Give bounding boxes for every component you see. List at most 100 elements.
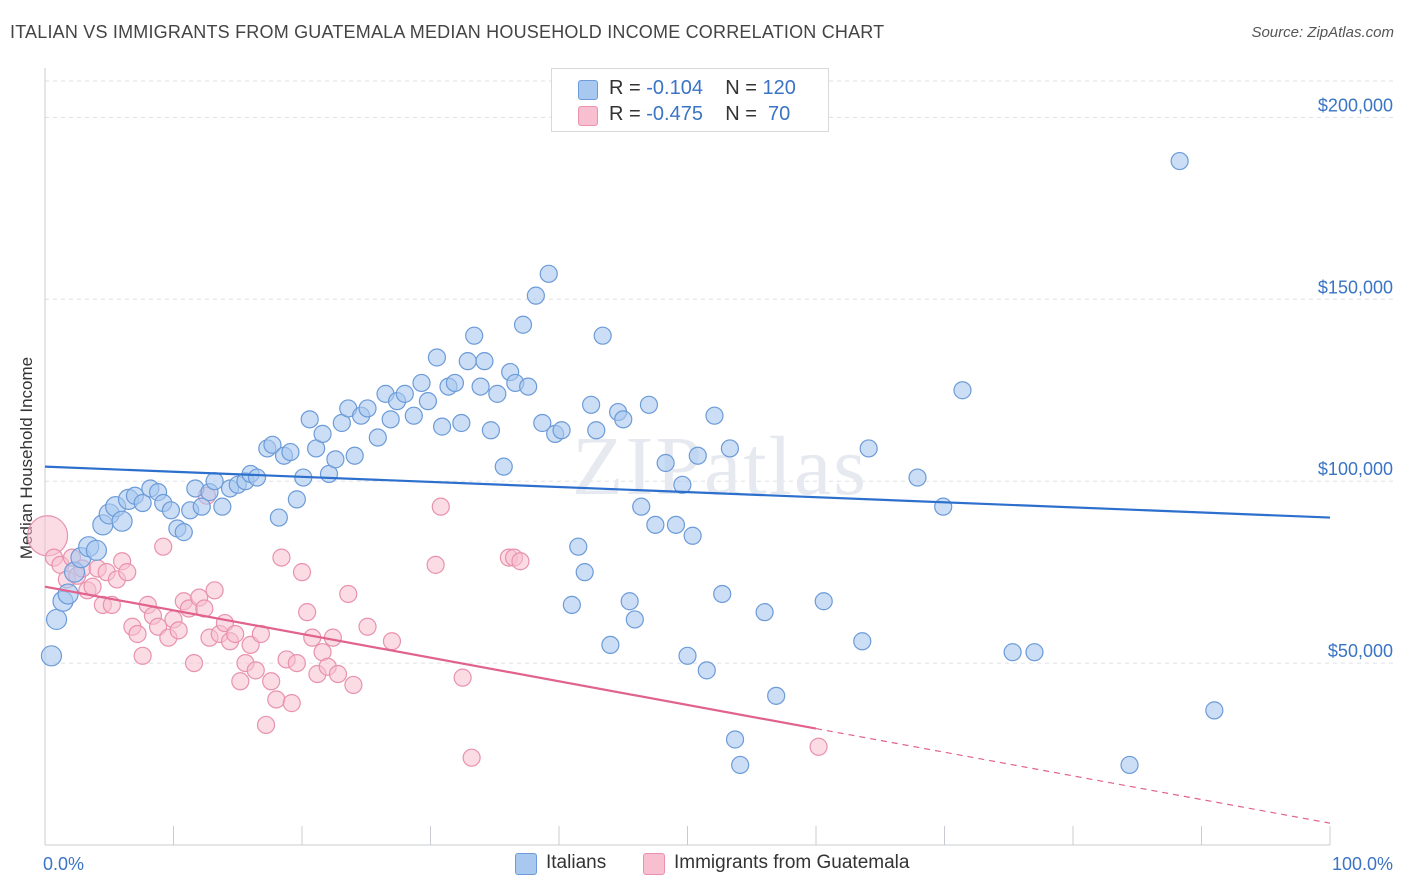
italian-point — [697, 661, 716, 680]
guatemala-point — [246, 661, 265, 680]
guatemala-point — [339, 584, 358, 604]
r-label: R = — [609, 77, 647, 99]
italian-point — [614, 410, 633, 429]
guatemala-trend-extension — [815, 727, 1331, 824]
italian-point — [533, 413, 552, 433]
italian-point — [582, 395, 601, 414]
italian-point — [731, 755, 750, 775]
italian-point — [859, 439, 878, 458]
italian-point — [427, 348, 447, 367]
italian-point — [40, 645, 63, 667]
y-tick-label: $200,000 — [1318, 95, 1393, 115]
italian-point — [57, 583, 79, 605]
italian-point — [513, 315, 533, 334]
guatemala-point — [358, 617, 377, 636]
guatemala-point — [83, 577, 102, 596]
y-tick-label: $50,000 — [1328, 641, 1393, 661]
italian-point — [656, 453, 675, 473]
italian-point — [205, 472, 224, 491]
n-value: 70 — [762, 103, 791, 125]
italian-point — [133, 493, 152, 513]
italian-point — [625, 610, 644, 629]
italian-point — [639, 395, 659, 414]
italian-point — [445, 373, 465, 393]
italian-point — [526, 286, 545, 305]
italian-point — [418, 392, 438, 411]
trend-lines — [44, 465, 1331, 824]
guatemala-point — [298, 603, 317, 622]
guatemala-point — [272, 548, 291, 567]
guatemala-label: Immigrants from Guatemala — [674, 852, 910, 873]
guatemala-point — [382, 632, 402, 651]
italian-point — [678, 646, 697, 665]
italian-point — [213, 497, 232, 516]
guatemala-point — [328, 664, 348, 684]
italian-point — [673, 475, 692, 494]
italian-point — [488, 384, 507, 403]
italian-point — [587, 421, 606, 440]
chart-title: ITALIAN VS IMMIGRANTS FROM GUATEMALA MED… — [10, 22, 885, 42]
guatemala-point — [26, 515, 69, 557]
italian-point — [192, 497, 211, 516]
guatemala-point — [184, 653, 204, 673]
guatemala-point — [426, 555, 445, 574]
guatemala-point — [431, 497, 450, 516]
italian-point — [313, 424, 332, 443]
italian-point — [646, 515, 665, 534]
watermark: ZIPatlas — [572, 420, 868, 513]
italians-label: Italians — [546, 852, 607, 873]
guatemala-point — [262, 672, 281, 691]
italian-point — [247, 468, 267, 487]
guatemala-point — [133, 646, 152, 665]
italian-point — [161, 501, 181, 520]
italian-point — [1120, 755, 1139, 775]
guatemala-point — [128, 624, 147, 644]
guatemala-point — [511, 552, 530, 571]
italian-point — [720, 439, 740, 458]
italian-point — [908, 468, 927, 487]
italian-point — [593, 326, 612, 345]
italian-point — [1025, 643, 1044, 662]
guatemala-point — [267, 690, 286, 709]
r-value: -0.104 — [646, 77, 703, 99]
y-tick-label: $150,000 — [1318, 277, 1393, 297]
grid — [45, 80, 1395, 664]
italian-point — [281, 442, 300, 462]
italian-point — [269, 508, 288, 527]
italian-point — [412, 373, 431, 393]
x-tick-label: 100.0% — [1332, 854, 1393, 874]
guatemala-points — [26, 486, 828, 767]
italian-point — [620, 592, 639, 611]
italian-point — [287, 490, 306, 509]
axes — [44, 68, 1331, 846]
italian-point — [481, 421, 500, 440]
legend-text-italians: R = -0.104 N = 120 — [609, 77, 796, 100]
italian-point — [569, 537, 588, 556]
guatemala-point — [256, 715, 276, 735]
source-label: Source: ZipAtlas.com — [1251, 24, 1394, 41]
italian-point — [683, 526, 702, 545]
guatemala-point — [154, 537, 173, 556]
guatemala-swatch — [643, 853, 665, 875]
italians-trend-line — [44, 465, 1331, 519]
italian-point — [395, 384, 414, 403]
guatemala-trend-line — [44, 585, 817, 730]
italian-point — [1170, 151, 1189, 171]
italian-point — [45, 608, 68, 631]
guatemala-point — [226, 624, 245, 644]
italian-point — [539, 264, 558, 283]
x-tick-label: 0.0% — [43, 854, 84, 874]
italian-point — [174, 523, 193, 542]
italian-point — [358, 399, 377, 418]
italian-point — [368, 428, 387, 447]
italians-swatch — [578, 80, 598, 100]
italian-point — [85, 539, 108, 561]
tick-labels: $50,000 $100,000 $150,000 $200,000 0.0% 100.0… — [43, 95, 1393, 874]
italian-point — [494, 457, 513, 476]
italian-point — [263, 435, 282, 454]
r-label: R = — [609, 103, 647, 125]
italian-point — [725, 730, 745, 749]
guatemala-point — [282, 694, 301, 713]
n-value: 120 — [762, 77, 796, 99]
italian-point — [1003, 643, 1022, 662]
